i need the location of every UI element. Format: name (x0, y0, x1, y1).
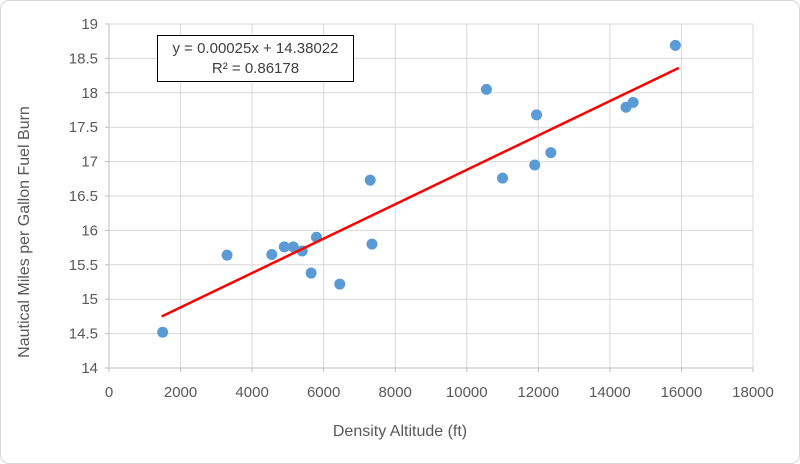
trendline (161, 67, 680, 318)
scatter-point (545, 147, 557, 159)
y-tick-label: 19 (81, 16, 98, 33)
scatter-point (480, 83, 492, 95)
scatter-point (529, 159, 541, 171)
x-tick-label: 18000 (732, 384, 774, 401)
scatter-point (366, 238, 378, 250)
trendline-r2-text: R² = 0.86178 (211, 59, 300, 77)
x-tick-label: 10000 (446, 384, 488, 401)
x-tick-label: 8000 (379, 384, 412, 401)
scatter-point (669, 39, 681, 51)
scatter-point (287, 241, 299, 253)
scatter-point (266, 248, 278, 260)
scatter-point (221, 249, 233, 261)
x-tick-label: 2000 (164, 384, 197, 401)
y-axis-title: Nautical Miles per Gallon Fuel Burn (16, 106, 34, 358)
x-tick-label: 4000 (235, 384, 268, 401)
x-tick-label: 0 (105, 384, 113, 401)
trendline-equation-text: y = 0.00025x + 14.38022 (172, 39, 339, 57)
y-tick-label: 16 (81, 222, 98, 239)
x-tick-label: 14000 (589, 384, 631, 401)
x-tick-label: 12000 (517, 384, 559, 401)
y-tick-label: 15.5 (69, 257, 98, 274)
scatter-point (497, 172, 509, 184)
scatter-point (334, 278, 346, 290)
scatter-point (364, 174, 376, 186)
y-tick-label: 14.5 (69, 326, 98, 343)
y-tick-label: 17 (81, 154, 98, 171)
y-tick-label: 16.5 (69, 188, 98, 205)
y-tick-label: 18 (81, 85, 98, 102)
y-tick-label: 18.5 (69, 50, 98, 67)
y-axis-title-wrapper: Nautical Miles per Gallon Fuel Burn (13, 1, 37, 463)
x-tick-label: 16000 (661, 384, 703, 401)
y-tick-label: 17.5 (69, 119, 98, 136)
scatter-point (278, 241, 290, 253)
x-tick-label: 6000 (307, 384, 340, 401)
y-tick-label: 14 (81, 360, 98, 377)
y-tick-label: 15 (81, 291, 98, 308)
scatter-point (627, 96, 639, 108)
scatter-point (305, 267, 317, 279)
x-axis-title: Density Altitude (ft) (332, 423, 468, 440)
trendline-equation-box: y = 0.00025x + 14.38022 R² = 0.86178 (157, 35, 354, 82)
scatter-point (531, 109, 543, 121)
scatter-point (157, 326, 169, 338)
